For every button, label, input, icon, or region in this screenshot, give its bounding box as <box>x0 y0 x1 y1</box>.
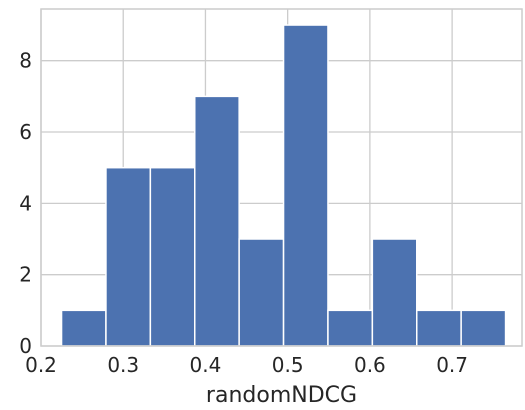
histogram-bar-4 <box>238 238 285 347</box>
histogram-bar-7 <box>371 238 418 347</box>
bars <box>60 24 507 347</box>
x-axis-label: randomNDCG <box>206 383 357 408</box>
x-tick-label-5: 0.7 <box>436 353 468 377</box>
y-tick-label-0: 0 <box>19 334 32 358</box>
y-tick-label-2: 4 <box>19 191 32 215</box>
x-tick-label-4: 0.6 <box>354 353 386 377</box>
x-tick-label-1: 0.3 <box>107 353 139 377</box>
x-tick-label-2: 0.4 <box>190 353 222 377</box>
y-tick-label-4: 8 <box>19 49 32 73</box>
x-tick-label-0: 0.2 <box>25 353 57 377</box>
x-tick-label-3: 0.5 <box>272 353 304 377</box>
y-tick-label-3: 6 <box>19 120 32 144</box>
histogram-bar-0 <box>60 309 107 347</box>
histogram-bar-1 <box>105 166 152 347</box>
histogram-bar-9 <box>460 309 507 347</box>
histogram-bar-6 <box>327 309 374 347</box>
y-tick-labels: 0 2 4 6 8 <box>19 49 32 358</box>
histogram-bar-3 <box>194 95 240 347</box>
y-tick-label-1: 2 <box>19 263 32 287</box>
x-tick-labels: 0.2 0.3 0.4 0.5 0.6 0.7 <box>25 353 468 377</box>
histogram-bar-8 <box>416 309 462 347</box>
histogram-bar-5 <box>282 24 329 347</box>
plot-frame <box>40 8 523 347</box>
histogram-bar-2 <box>149 166 196 347</box>
